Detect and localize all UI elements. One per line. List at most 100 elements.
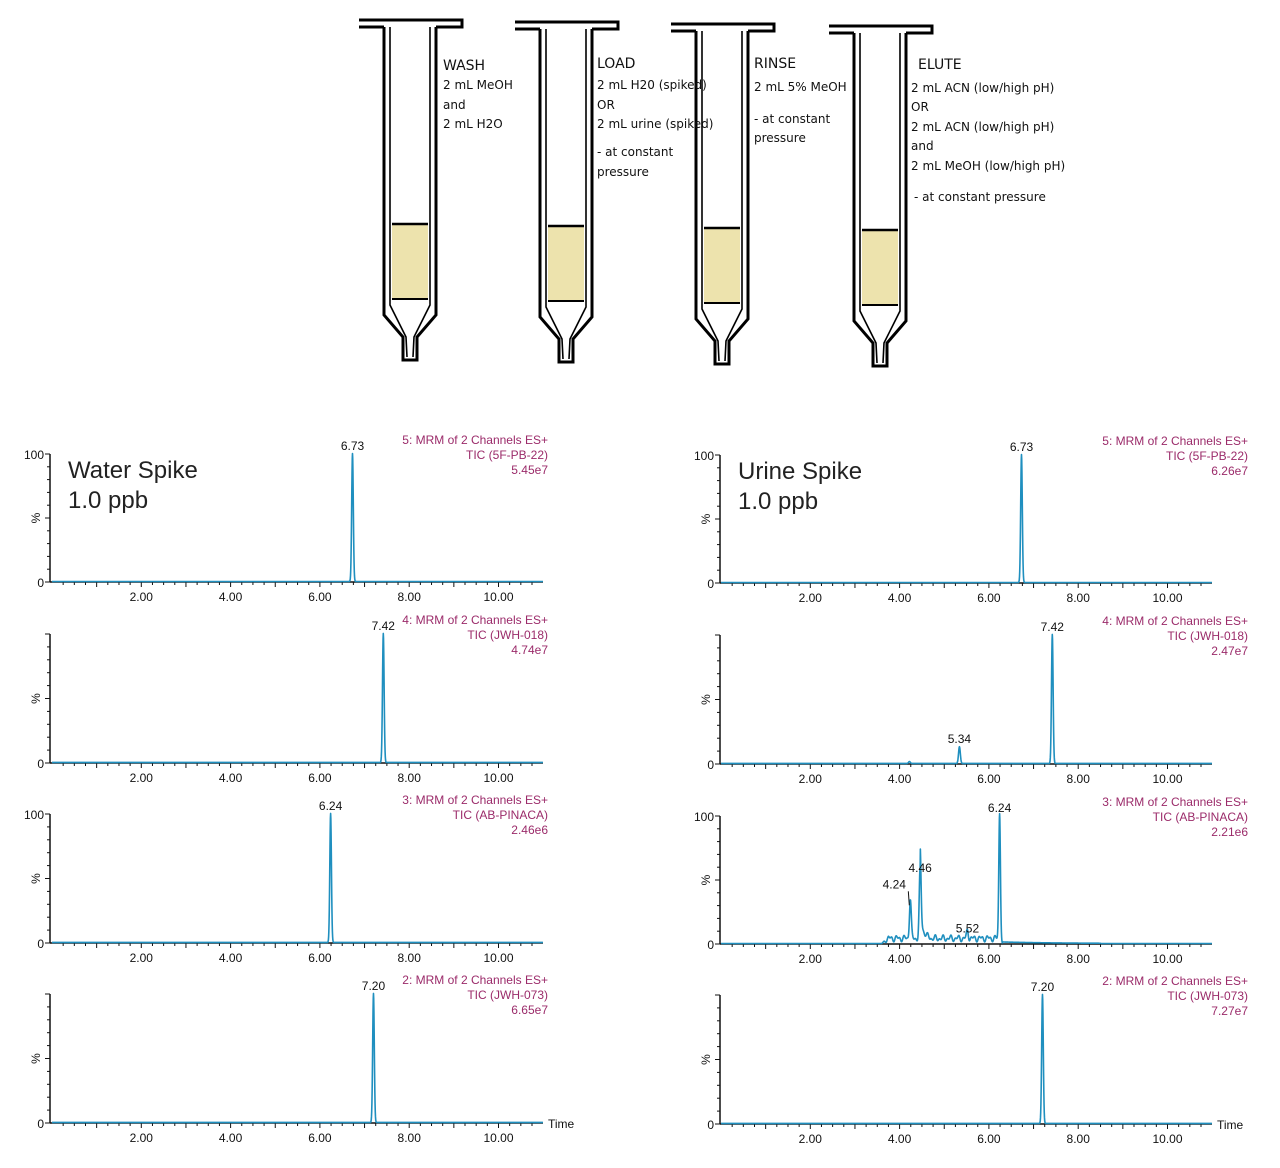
channel-title: 5: MRM of 2 Channels ES+ [1102,434,1248,448]
spe-cartridge-load [515,20,620,364]
y-axis-label: % [699,1054,713,1065]
channel-compound: TIC (JWH-018) [467,628,548,642]
sorbent-bed [862,230,898,305]
sample-label: Urine Spike [738,458,862,485]
sorbent-bed [392,224,428,299]
x-tick-label: 4.00 [888,1132,912,1146]
chromatogram-right-4: 0% 2.00 4.00 6.00 8.00 10.00 Time 7.20 2: MRM of… [699,974,1248,1146]
concentration-label: 1.0 ppb [68,487,148,514]
channel-compound: TIC (JWH-073) [467,988,548,1002]
x-tick-label: 10.00 [1152,1132,1182,1146]
y-axis-label: % [699,513,713,524]
y-tick-label: 0 [707,938,714,952]
spe-step-line: 2 mL ACN (low/high pH) [911,120,1055,134]
peak-label: 6.73 [1010,440,1034,454]
spe-step-line: 2 mL MeOH [443,78,513,92]
spe-diagram [359,18,934,368]
x-axis-label: Time [1217,1118,1244,1132]
y-tick-label: 0 [707,577,714,591]
x-tick-label: 4.00 [888,952,912,966]
spe-step-line: OR [597,98,615,112]
x-tick-label: 6.00 [308,771,332,785]
peak-label: 5.34 [948,732,972,746]
x-tick-label: 8.00 [1067,772,1091,786]
spe-step-line: 2 mL 5% MeOH [754,80,847,94]
spe-step-line: 2 mL H2O [443,117,503,131]
x-tick-label: 8.00 [1067,591,1091,605]
spe-step-title: RINSE [754,56,797,72]
x-tick-label: 6.00 [977,1132,1001,1146]
x-tick-label: 2.00 [799,952,823,966]
channel-intensity: 2.21e6 [1211,825,1248,839]
channel-title: 2: MRM of 2 Channels ES+ [402,973,548,987]
x-tick-label: 4.00 [888,772,912,786]
peak-label: 6.24 [988,801,1012,815]
peak-label: 7.42 [372,619,396,633]
spe-step-title: WASH [443,58,486,74]
x-tick-label: 8.00 [398,1131,422,1145]
y-tick-label: 100 [24,448,44,462]
y-tick-label: 0 [37,757,44,771]
channel-title: 4: MRM of 2 Channels ES+ [402,613,548,627]
channel-intensity: 6.65e7 [511,1003,548,1017]
channel-compound: TIC (JWH-018) [1167,629,1248,643]
y-axis-label: % [699,874,713,885]
peak-label: 7.20 [1031,980,1055,994]
channel-intensity: 2.47e7 [1211,644,1248,658]
x-tick-label: 2.00 [130,590,154,604]
channel-intensity: 7.27e7 [1211,1004,1248,1018]
channel-title: 4: MRM of 2 Channels ES+ [1102,614,1248,628]
chromatogram-trace [51,452,544,583]
chromatogram-trace [720,993,1213,1125]
x-tick-label: 2.00 [799,1132,823,1146]
x-tick-label: 6.00 [977,952,1001,966]
x-tick-label: 10.00 [1152,952,1182,966]
peak-label: 5.52 [956,921,980,935]
spe-step-line: - at constant pressure [914,190,1046,204]
y-axis-label: % [29,873,43,884]
x-tick-label: 2.00 [130,951,154,965]
spe-step-title: ELUTE [918,57,962,73]
x-tick-label: 8.00 [398,590,422,604]
chromatogram-left-3: 0 100% 2.00 4.00 6.00 8.00 10.00 6.24 3: MRM of … [24,793,548,965]
y-axis-label: % [29,1053,43,1064]
x-tick-label: 6.00 [308,951,332,965]
x-tick-label: 8.00 [1067,952,1091,966]
x-tick-label: 6.00 [308,1131,332,1145]
spe-cartridge-wash [359,18,464,362]
y-tick-label: 0 [707,758,714,772]
chromatogram-left-4: 0% 2.00 4.00 6.00 8.00 10.00 Time 7.20 2: MRM of… [29,973,575,1145]
concentration-label: 1.0 ppb [738,488,818,515]
x-tick-label: 10.00 [1152,591,1182,605]
channel-intensity: 6.26e7 [1211,464,1248,478]
y-tick-label: 100 [694,449,714,463]
channel-compound: TIC (5F-PB-22) [1166,449,1248,463]
x-tick-label: 2.00 [130,1131,154,1145]
y-tick-label: 0 [37,1117,44,1131]
channel-compound: TIC (AB-PINACA) [453,808,548,822]
y-tick-label: 0 [37,576,44,590]
chromatogram-right-3: 0 100% 2.00 4.00 6.00 8.00 10.00 4.244.46 5.52 6.… [694,795,1248,966]
x-tick-label: 4.00 [888,591,912,605]
chromatogram-trace [51,632,544,764]
x-tick-label: 2.00 [130,771,154,785]
x-tick-label: 10.00 [483,771,513,785]
spe-step-title: LOAD [597,56,636,72]
channel-compound: TIC (JWH-073) [1167,989,1248,1003]
x-tick-label: 2.00 [799,772,823,786]
spe-cartridge-elute [829,24,934,368]
x-tick-label: 4.00 [219,951,243,965]
chromatogram-left-1: 0 100% 2.00 4.00 6.00 8.00 10.00 6.73 5: MRM of … [24,433,548,604]
sorbent-bed [704,228,740,303]
y-axis-label: % [29,512,43,523]
chromatogram-trace [720,453,1213,584]
x-tick-label: 6.00 [977,772,1001,786]
spe-step-line: and [911,139,934,153]
spe-step-line: and [443,98,466,112]
x-tick-label: 10.00 [483,951,513,965]
x-tick-label: 4.00 [219,771,243,785]
spe-step-line: - at constant [754,112,831,126]
x-tick-label: 2.00 [799,591,823,605]
spe-step-line: 2 mL urine (spiked) [597,117,714,131]
